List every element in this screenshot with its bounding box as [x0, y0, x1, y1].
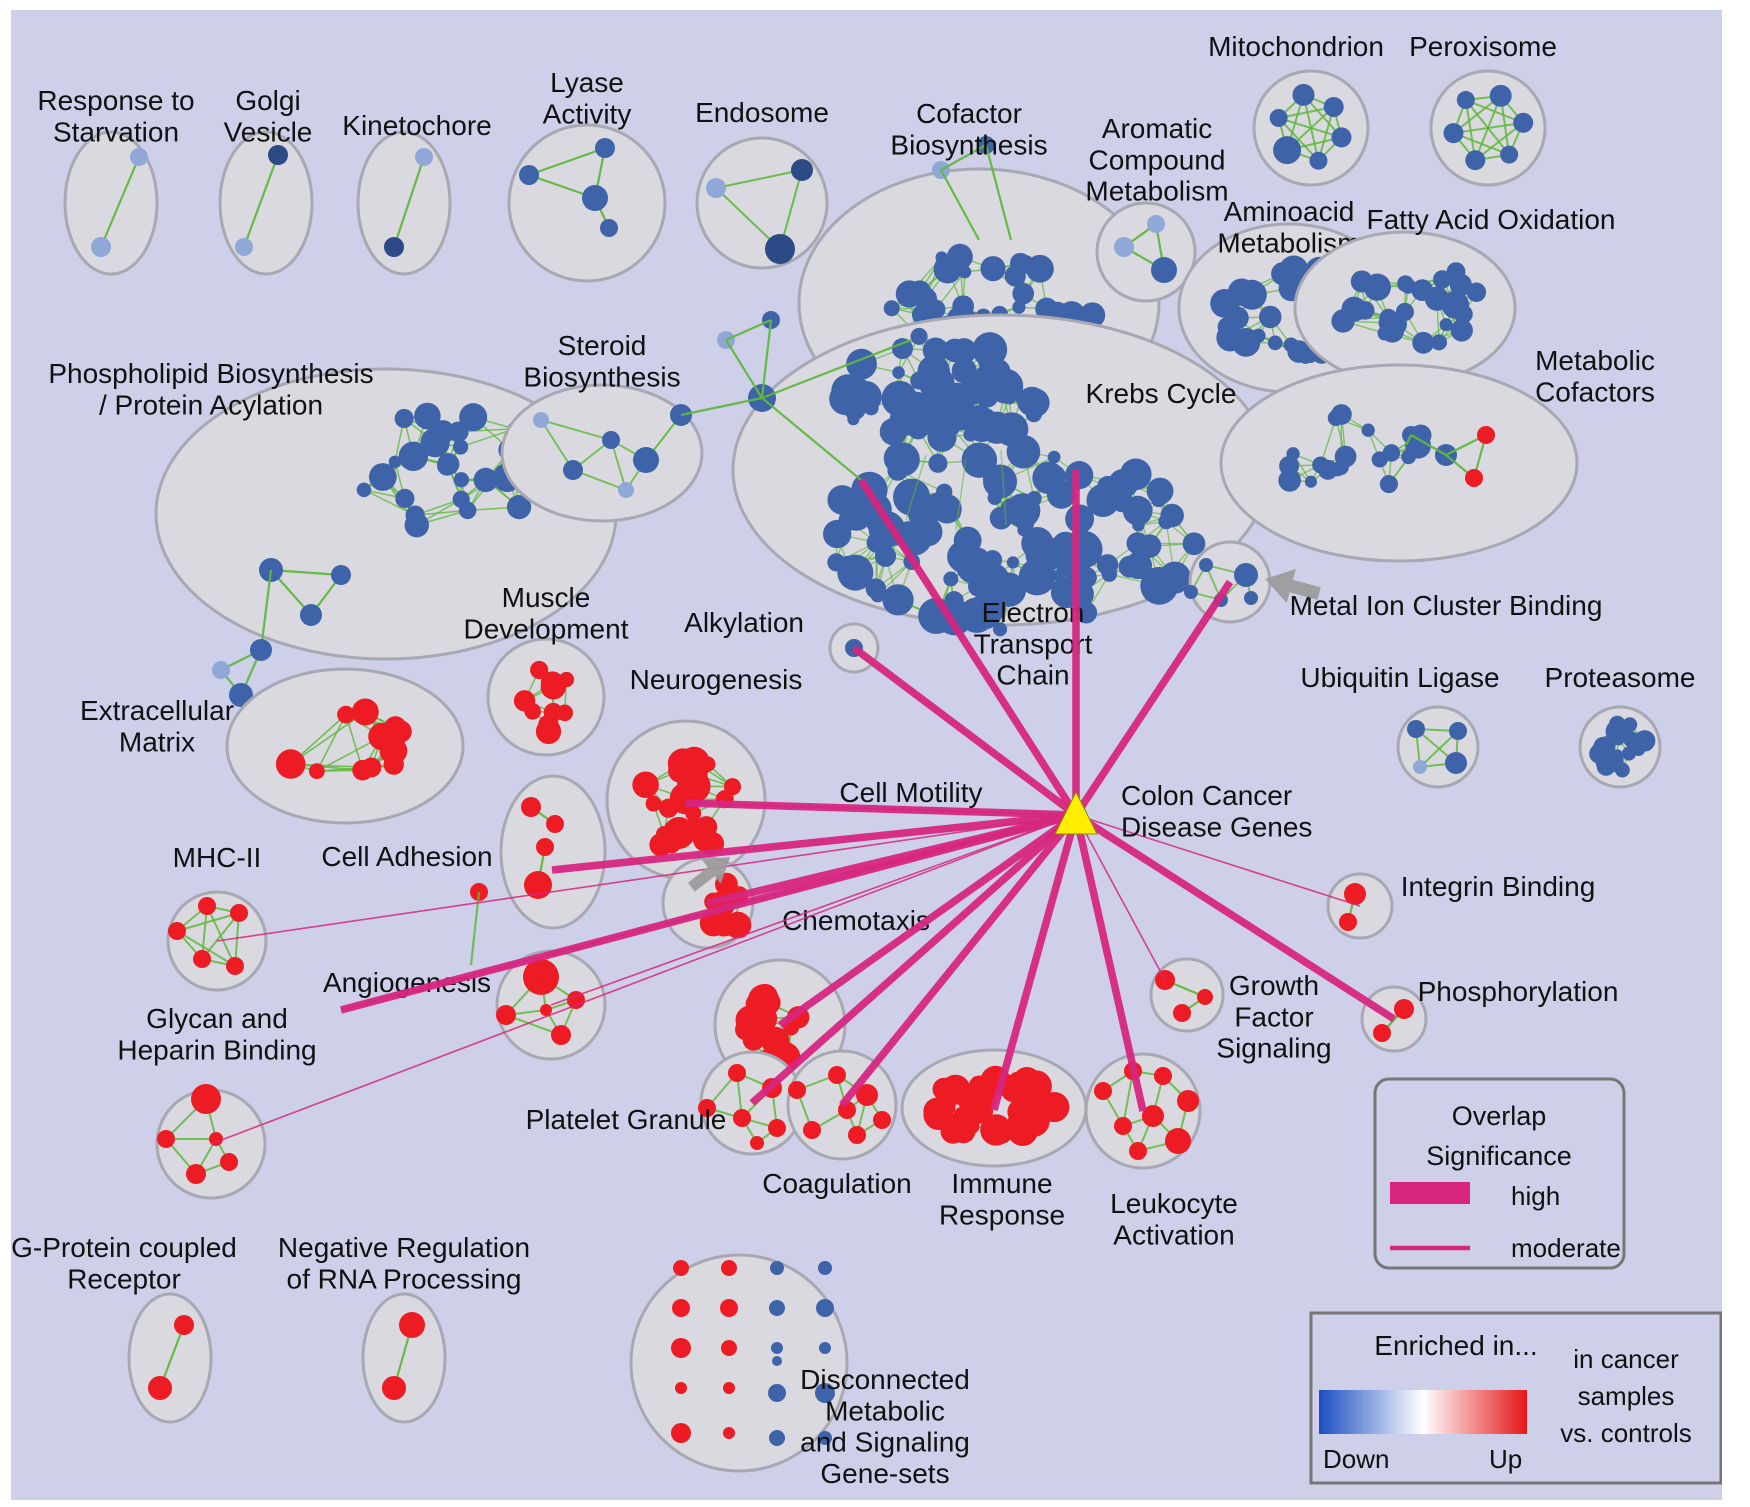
svg-text:in cancer: in cancer: [1573, 1344, 1679, 1374]
svg-text:Mitochondrion: Mitochondrion: [1208, 31, 1384, 62]
svg-text:Kinetochore: Kinetochore: [342, 110, 491, 141]
svg-text:Platelet Granule: Platelet Granule: [526, 1104, 727, 1135]
svg-text:Up: Up: [1489, 1444, 1522, 1474]
svg-text:Metal Ion Cluster Binding: Metal Ion Cluster Binding: [1290, 590, 1603, 621]
svg-text:Peroxisome: Peroxisome: [1409, 31, 1557, 62]
svg-text:samples: samples: [1578, 1381, 1675, 1411]
svg-text:Alkylation: Alkylation: [684, 607, 804, 638]
svg-text:Overlap: Overlap: [1452, 1101, 1547, 1131]
svg-text:Krebs Cycle: Krebs Cycle: [1086, 378, 1237, 409]
svg-text:Down: Down: [1323, 1444, 1389, 1474]
svg-text:Cell Adhesion: Cell Adhesion: [321, 841, 492, 872]
svg-text:Phosphorylation: Phosphorylation: [1418, 976, 1619, 1007]
svg-text:Neurogenesis: Neurogenesis: [630, 664, 803, 695]
svg-text:MHC-II: MHC-II: [173, 842, 262, 873]
svg-text:Integrin Binding: Integrin Binding: [1401, 871, 1596, 902]
svg-text:moderate: moderate: [1511, 1233, 1621, 1263]
svg-text:Fatty Acid Oxidation: Fatty Acid Oxidation: [1366, 204, 1615, 235]
svg-text:vs. controls: vs. controls: [1560, 1418, 1692, 1448]
svg-text:Coagulation: Coagulation: [762, 1168, 911, 1199]
svg-text:Significance: Significance: [1426, 1141, 1572, 1171]
svg-text:Enriched in...: Enriched in...: [1374, 1330, 1537, 1361]
svg-text:Proteasome: Proteasome: [1545, 662, 1696, 693]
svg-text:Endosome: Endosome: [695, 97, 829, 128]
svg-text:Cell Motility: Cell Motility: [839, 777, 982, 808]
svg-text:high: high: [1511, 1181, 1560, 1211]
svg-text:Ubiquitin Ligase: Ubiquitin Ligase: [1300, 662, 1499, 693]
